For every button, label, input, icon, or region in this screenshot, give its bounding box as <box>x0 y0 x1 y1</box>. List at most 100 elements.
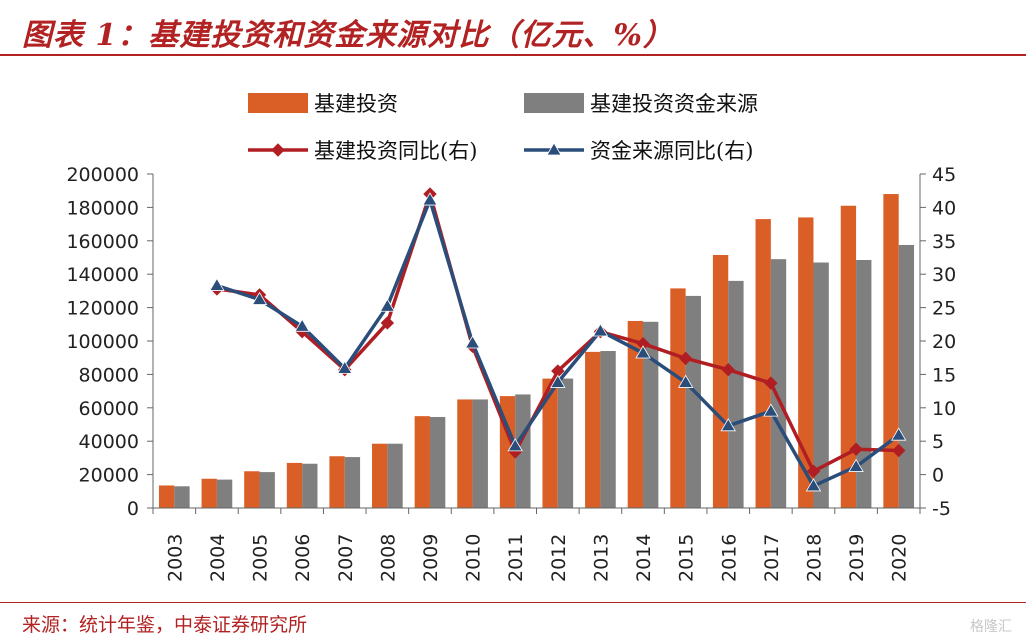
title-divider <box>0 54 1026 56</box>
chart-title: 图表 1：基建投资和资金来源对比（亿元、%） <box>22 18 674 53</box>
point-investment-yoy <box>806 464 821 478</box>
left-tick-label: 0 <box>127 498 139 520</box>
x-tick-label: 2006 <box>292 534 314 582</box>
bar-funding-source <box>770 259 787 508</box>
point-funding-yoy <box>550 374 566 388</box>
bar-funding-source <box>429 416 446 508</box>
bar-investment <box>201 478 217 508</box>
bar-funding-source <box>685 295 701 508</box>
left-tick-label: 160000 <box>66 231 139 253</box>
bar-investment <box>840 205 857 509</box>
lines-layer <box>209 187 907 492</box>
bar-funding-source <box>515 394 531 508</box>
bar-investment <box>542 378 558 508</box>
bar-funding-source <box>472 399 488 508</box>
point-investment-yoy <box>678 351 693 366</box>
x-tick-label: 2003 <box>164 534 186 582</box>
x-tick-label: 2008 <box>377 534 399 582</box>
point-funding-yoy <box>763 403 779 417</box>
bar-funding-source <box>557 378 574 508</box>
bar-funding-source <box>302 463 318 508</box>
bar-investment <box>329 456 345 508</box>
footer-divider <box>0 602 1026 603</box>
point-funding-yoy <box>337 360 353 374</box>
legend-swatch <box>524 93 584 113</box>
bar-funding-source <box>856 260 872 508</box>
legend-label: 基建投资 <box>314 92 398 116</box>
legend-swatch <box>248 93 308 113</box>
bar-investment <box>372 443 388 508</box>
axes-layer: 0 20000 40000 60000 80000 100000 120000 140000 1… <box>66 164 956 582</box>
x-tick-label: 2015 <box>676 534 698 582</box>
left-tick-label: 120000 <box>66 298 139 320</box>
left-tick-label: 20000 <box>79 465 139 487</box>
x-tick-label: 2018 <box>803 534 825 582</box>
bar-investment <box>158 485 175 508</box>
source-note: 来源：统计年鉴，中泰证券研究所 <box>22 614 308 636</box>
bar-funding-source <box>813 262 829 508</box>
bar-investment <box>457 399 473 508</box>
x-tick-label: 2005 <box>250 534 272 582</box>
x-tick-label: 2012 <box>548 534 570 582</box>
point-investment-yoy <box>721 363 735 377</box>
point-funding-yoy <box>294 318 310 332</box>
x-tick-label: 2014 <box>633 534 655 582</box>
point-funding-yoy <box>720 418 736 432</box>
watermark-text: 格隆汇 <box>970 619 1012 635</box>
legend-marker <box>271 143 285 157</box>
right-tick-label: 0 <box>932 465 944 487</box>
right-tick-label: 30 <box>932 264 956 286</box>
legend-item: 基建投资同比(右) <box>248 139 477 163</box>
bar-investment <box>414 416 430 508</box>
right-tick-label: 5 <box>932 431 944 453</box>
x-tick-label: 2013 <box>590 534 612 582</box>
x-tick-label: 2004 <box>207 534 229 582</box>
bar-investment <box>798 217 814 509</box>
point-funding-yoy <box>209 277 225 291</box>
x-tick-label: 2011 <box>505 534 527 582</box>
bar-investment <box>627 320 644 508</box>
legend-label: 基建投资资金来源 <box>590 92 758 116</box>
left-tick-label: 40000 <box>79 431 139 453</box>
point-investment-yoy <box>380 316 395 330</box>
bar-funding-source <box>643 321 659 508</box>
x-tick-label: 2009 <box>420 534 442 582</box>
legend-item: 基建投资资金来源 <box>524 92 758 116</box>
legend-item: 资金来源同比(右) <box>524 139 753 163</box>
point-funding-yoy <box>507 438 523 452</box>
point-funding-yoy <box>805 478 822 492</box>
bar-investment <box>712 254 729 508</box>
bar-funding-source <box>898 244 915 508</box>
point-funding-yoy <box>890 427 907 441</box>
x-tick-label: 2007 <box>335 534 357 582</box>
bar-funding-source <box>344 457 361 508</box>
bar-investment <box>670 288 686 508</box>
point-investment-yoy <box>764 376 778 390</box>
point-funding-yoy <box>677 374 694 388</box>
bar-investment <box>883 194 899 509</box>
point-funding-yoy <box>464 335 481 349</box>
bar-funding-source <box>174 486 190 508</box>
bar-investment <box>585 351 601 508</box>
legend-label: 资金来源同比(右) <box>590 139 753 163</box>
bar-funding-source <box>216 479 233 508</box>
bar-investment <box>755 219 771 508</box>
bar-investment <box>286 462 303 508</box>
right-tick-label: 25 <box>932 298 956 320</box>
bars-layer <box>158 194 915 509</box>
bar-funding-source <box>259 472 275 508</box>
right-tick-label: 15 <box>932 364 956 386</box>
x-tick-label: 2019 <box>846 534 868 582</box>
left-tick-label: 80000 <box>79 364 139 386</box>
right-tick-label: 10 <box>932 398 956 420</box>
point-funding-yoy <box>379 298 396 312</box>
bar-investment <box>244 471 260 508</box>
right-tick-label: 45 <box>932 164 956 186</box>
point-funding-yoy <box>848 458 864 472</box>
bar-funding-source <box>387 443 403 508</box>
left-tick-label: 200000 <box>66 164 139 186</box>
left-tick-label: 100000 <box>66 331 139 353</box>
bar-funding-source <box>600 351 616 508</box>
left-tick-label: 60000 <box>79 398 139 420</box>
